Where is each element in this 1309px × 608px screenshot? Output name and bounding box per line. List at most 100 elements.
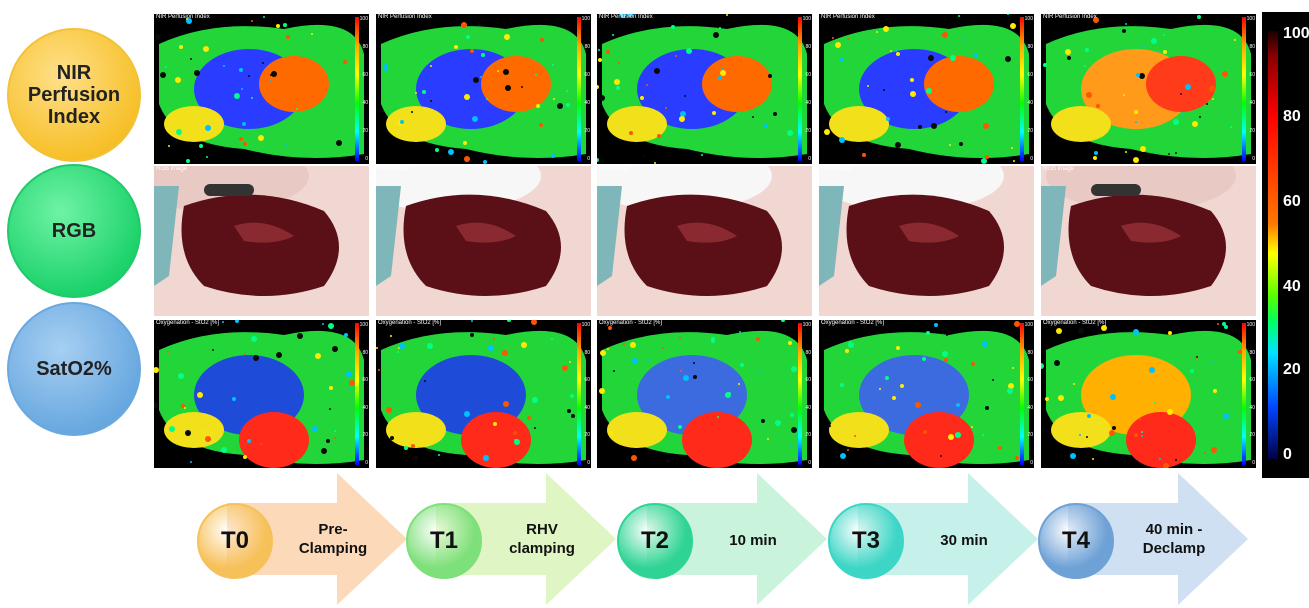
nir-panel-t2: NIR Perfusion Index 100 80 60 40 20 0	[597, 14, 812, 164]
rgb-panel-t2: RGB image	[597, 166, 812, 316]
timepoint-description-t1: RHV clamping	[509, 521, 575, 557]
row-label-rgb: RGB	[7, 164, 141, 298]
mini-scale-ticks: 100 80 60 40 20 0	[359, 320, 369, 468]
row-label-nir-perfusion-index: NIR Perfusion Index	[7, 28, 141, 162]
mini-scale-tick: 100	[359, 322, 368, 328]
panel-title: NIR Perfusion Index	[599, 14, 653, 20]
mini-scale-tick: 20	[1027, 432, 1033, 439]
mini-scale-tick: 60	[1249, 377, 1255, 384]
mini-scale-ticks: 100 80 60 40 20 0	[802, 320, 812, 468]
nir-image	[154, 14, 369, 164]
sat-panel-t3: Oxygenation - StO2 [%] 100 80 60 40 20 0	[819, 320, 1034, 468]
timepoint-description-t3: 30 min	[940, 532, 988, 549]
timeline-arrow-t1	[436, 473, 616, 605]
timepoint-description-t4: 40 min - Declamp	[1142, 521, 1206, 557]
scale-tick-40: 40	[1283, 278, 1301, 295]
mini-color-scale	[577, 17, 581, 161]
mini-scale-tick: 100	[1246, 322, 1255, 328]
rgb-panel-t0: RGB image	[154, 166, 369, 316]
panel-title: RGB image	[821, 166, 853, 172]
nir-panel-t0: NIR Perfusion Index 100 80 60 40 20 0	[154, 14, 369, 164]
mini-scale-tick: 80	[362, 349, 368, 356]
mini-color-scale	[798, 17, 802, 161]
panel-title: NIR Perfusion Index	[156, 14, 210, 20]
panel-title: RGB image	[1043, 166, 1075, 172]
mini-scale-tick: 20	[1249, 128, 1255, 134]
mini-scale-tick: 40	[584, 100, 590, 106]
mini-scale-tick: 100	[802, 16, 811, 22]
panel-title: RGB image	[156, 166, 188, 172]
mini-scale-tick: 20	[362, 128, 368, 134]
mini-color-scale	[355, 323, 359, 465]
rgb-panel-t1: RGB image	[376, 166, 591, 316]
nir-panel-t4: NIR Perfusion Index 100 80 60 40 20 0	[1041, 14, 1256, 164]
sat-image	[819, 320, 1034, 468]
mini-scale-tick: 100	[581, 322, 590, 328]
timepoint-description-t2: 10 min	[729, 532, 777, 549]
rgb-image	[376, 166, 591, 316]
mini-scale-tick: 100	[1024, 322, 1033, 328]
mini-scale-tick: 0	[1252, 156, 1255, 162]
sat-image	[597, 320, 812, 468]
panel-title: NIR Perfusion Index	[378, 14, 432, 20]
mini-scale-tick: 80	[584, 349, 590, 356]
mini-scale-tick: 40	[362, 100, 368, 106]
scale-tick-80: 80	[1283, 108, 1301, 125]
mini-color-scale	[355, 17, 359, 161]
mini-scale-tick: 0	[1252, 460, 1255, 466]
nir-image	[376, 14, 591, 164]
timepoint-t1: T1	[406, 503, 482, 579]
timepoint-description-t0: Pre- Clamping	[298, 521, 368, 557]
row-label-sato2: SatO2%	[7, 302, 141, 436]
mini-scale-ticks: 100 80 60 40 20 0	[359, 14, 369, 164]
rgb-image	[819, 166, 1034, 316]
mini-scale-tick: 20	[1027, 128, 1033, 134]
mini-scale-ticks: 100 80 60 40 20 0	[1246, 320, 1256, 468]
mini-scale-tick: 80	[805, 349, 811, 356]
mini-scale-tick: 0	[365, 460, 368, 466]
mini-scale-tick: 100	[359, 16, 368, 22]
timepoint-t2: T2	[617, 503, 693, 579]
panel-title: Oxygenation - StO2 [%]	[821, 320, 885, 326]
mini-scale-tick: 60	[362, 72, 368, 78]
mini-scale-tick: 80	[1249, 349, 1255, 356]
mini-scale-tick: 60	[805, 72, 811, 78]
scale-tick-0: 0	[1283, 446, 1292, 463]
mini-scale-tick: 40	[362, 404, 368, 411]
mini-color-scale	[1242, 323, 1246, 465]
panel-title: NIR Perfusion Index	[821, 14, 875, 20]
mini-scale-tick: 40	[1027, 404, 1033, 411]
mini-scale-tick: 0	[1030, 460, 1033, 466]
nir-panel-t1: NIR Perfusion Index 100 80 60 40 20 0	[376, 14, 591, 164]
mini-scale-tick: 40	[805, 404, 811, 411]
nir-image	[597, 14, 812, 164]
mini-scale-tick: 0	[587, 460, 590, 466]
panel-title: Oxygenation - StO2 [%]	[156, 320, 220, 326]
scale-tick-60: 60	[1283, 193, 1301, 210]
mini-scale-ticks: 100 80 60 40 20 0	[1024, 320, 1034, 468]
mini-scale-tick: 80	[1249, 44, 1255, 50]
color-scale-bar	[1268, 31, 1278, 459]
nir-panel-t3: NIR Perfusion Index 100 80 60 40 20 0	[819, 14, 1034, 164]
sat-image	[1041, 320, 1256, 468]
mini-scale-tick: 60	[805, 377, 811, 384]
sat-image	[154, 320, 369, 468]
mini-scale-tick: 100	[581, 16, 590, 22]
panel-title: NIR Perfusion Index	[1043, 14, 1097, 20]
mini-color-scale	[577, 323, 581, 465]
mini-scale-tick: 80	[805, 44, 811, 50]
mini-scale-tick: 20	[362, 432, 368, 439]
mini-scale-tick: 20	[584, 432, 590, 439]
scale-tick-20: 20	[1283, 361, 1301, 378]
mini-scale-tick: 0	[587, 156, 590, 162]
mini-scale-tick: 80	[1027, 44, 1033, 50]
mini-scale-tick: 60	[584, 377, 590, 384]
mini-color-scale	[798, 323, 802, 465]
nir-image	[1041, 14, 1256, 164]
mini-scale-tick: 20	[1249, 432, 1255, 439]
rgb-panel-t3: RGB image	[819, 166, 1034, 316]
mini-scale-tick: 60	[1027, 72, 1033, 78]
panel-title: Oxygenation - StO2 [%]	[1043, 320, 1107, 326]
sat-panel-t2: Oxygenation - StO2 [%] 100 80 60 40 20 0	[597, 320, 812, 468]
mini-scale-tick: 20	[584, 128, 590, 134]
